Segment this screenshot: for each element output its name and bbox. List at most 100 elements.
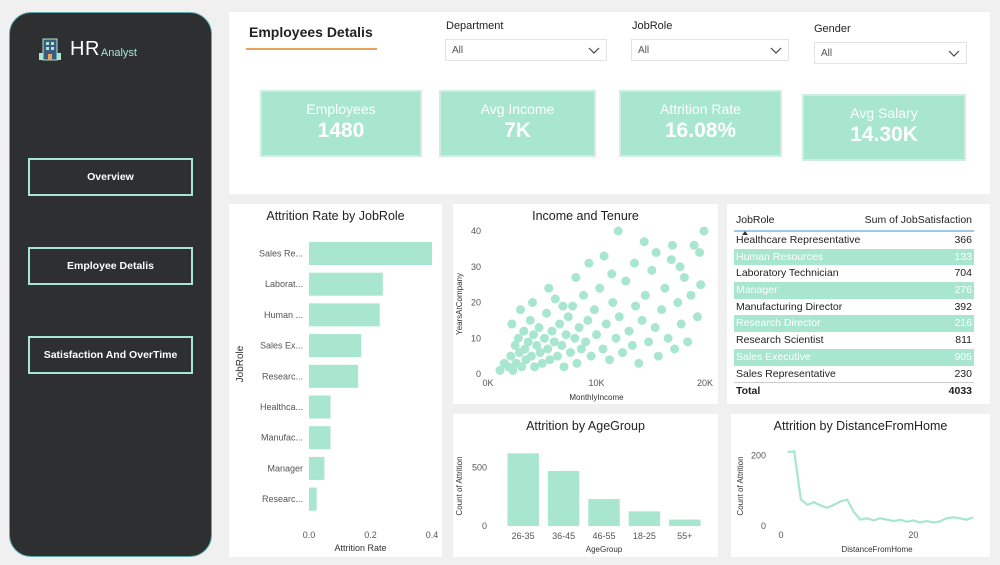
scatter-point bbox=[618, 348, 628, 358]
bar bbox=[309, 487, 317, 511]
jobrole-filter-label: JobRole bbox=[632, 20, 673, 32]
scatter-point bbox=[637, 315, 647, 325]
x-tick-label: 0.2 bbox=[364, 530, 377, 540]
nav-employee-details-button[interactable]: Employee Detalis bbox=[28, 247, 193, 285]
table-cell-value: 704 bbox=[954, 267, 972, 280]
table-cell-value: 276 bbox=[954, 284, 972, 297]
scatter-point bbox=[670, 344, 680, 354]
kpi-value: 14.30K bbox=[850, 123, 918, 146]
scatter-point bbox=[666, 255, 676, 265]
x-tick-label: 26-35 bbox=[512, 531, 535, 541]
table-row[interactable]: Healthcare Representative 366 bbox=[734, 232, 974, 249]
nav-satisfaction-button[interactable]: Satisfaction And OverTime bbox=[28, 336, 193, 374]
table-row[interactable]: Research Scientist 811 bbox=[734, 332, 974, 349]
scatter-point bbox=[570, 333, 580, 343]
x-axis-label: DistanceFromHome bbox=[841, 545, 913, 554]
scatter-point bbox=[660, 283, 670, 293]
scatter-point bbox=[607, 269, 617, 279]
table-row[interactable]: Manufacturing Director 392 bbox=[734, 299, 974, 316]
scatter-point bbox=[552, 351, 562, 361]
scatter-point bbox=[529, 330, 539, 340]
table-row[interactable]: Research Director 216 bbox=[734, 315, 974, 333]
scatter-point bbox=[598, 344, 608, 354]
sort-arrow-icon bbox=[742, 231, 748, 235]
department-select[interactable]: All bbox=[445, 39, 607, 61]
scatter-point bbox=[644, 337, 654, 347]
logo: HR Analyst bbox=[36, 35, 137, 63]
scatter-point bbox=[578, 290, 588, 300]
gender-filter-label: Gender bbox=[814, 23, 851, 35]
x-axis-label: AgeGroup bbox=[586, 545, 623, 554]
scatter-point bbox=[621, 276, 631, 286]
y-axis-label: Count of Attrition bbox=[736, 456, 745, 515]
attrition-jobrole-chart: Sales Re... Laborat... Human ... Sales Ex..… bbox=[235, 242, 439, 553]
table-row[interactable]: Manager 276 bbox=[734, 282, 974, 299]
scatter-point bbox=[561, 330, 571, 340]
x-tick-label: 0.4 bbox=[426, 530, 439, 540]
scatter-point bbox=[525, 315, 535, 325]
x-axis-label: Attrition Rate bbox=[334, 543, 386, 553]
scatter-point bbox=[651, 247, 661, 257]
page-title: Employees Detalis bbox=[249, 24, 373, 40]
gender-select[interactable]: All bbox=[814, 42, 967, 64]
x-tick-label: 0K bbox=[482, 378, 493, 388]
bar bbox=[309, 364, 359, 388]
scatter-point bbox=[545, 355, 555, 365]
kpi-attrition-rate: Attrition Rate 16.08% bbox=[619, 90, 782, 157]
scatter-point bbox=[513, 333, 523, 343]
scatter-point bbox=[599, 251, 609, 261]
x-tick-label: 55+ bbox=[677, 531, 692, 541]
y-tick-label: Sales Re... bbox=[259, 249, 303, 259]
scatter-point bbox=[605, 355, 615, 365]
bar bbox=[669, 519, 701, 526]
x-tick-label: 0 bbox=[778, 530, 783, 540]
table-row[interactable]: Sales Executive 905 bbox=[734, 348, 974, 366]
income-tenure-panel: Income and Tenure 0 10 20 30 40 0K 10K 20K Month… bbox=[453, 204, 718, 404]
scatter-point bbox=[542, 308, 552, 318]
series-line bbox=[787, 450, 974, 524]
gender-select-value: All bbox=[821, 48, 833, 59]
table-header-jobrole[interactable]: JobRole bbox=[736, 214, 775, 226]
scatter-point bbox=[683, 337, 693, 347]
table-cell-value: 216 bbox=[954, 317, 972, 330]
scatter-point bbox=[629, 258, 639, 268]
scatter-point bbox=[679, 272, 689, 282]
jobrole-select[interactable]: All bbox=[631, 39, 789, 61]
scatter-point bbox=[589, 305, 599, 315]
y-tick-label: 500 bbox=[472, 462, 487, 472]
table-cell-value: 366 bbox=[954, 234, 972, 246]
kpi-label: Avg Salary bbox=[850, 105, 918, 121]
table-row[interactable]: Human Resources 133 bbox=[734, 248, 974, 266]
x-axis-label: MonthlyIncome bbox=[569, 393, 624, 402]
table-row[interactable]: Sales Representative 230 bbox=[734, 366, 974, 383]
table-cell-jobrole: Manufacturing Director bbox=[736, 300, 843, 313]
scatter-point bbox=[507, 319, 517, 329]
y-tick-label: Manufac... bbox=[261, 433, 303, 443]
logo-subtext: Analyst bbox=[100, 47, 137, 59]
y-tick-label: 0 bbox=[482, 521, 487, 531]
scatter-point bbox=[530, 362, 540, 372]
scatter-point bbox=[667, 240, 677, 250]
table-row[interactable]: Laboratory Technician 704 bbox=[734, 265, 974, 282]
scatter-point bbox=[574, 323, 584, 333]
scatter-point bbox=[544, 283, 554, 293]
attrition-distance-chart: 0 200 0 20 DistanceFromHome Count of Attritio… bbox=[736, 450, 974, 554]
department-filter-label: Department bbox=[446, 20, 504, 32]
scatter-point bbox=[495, 365, 505, 375]
total-label: Total bbox=[736, 385, 761, 398]
bar bbox=[309, 426, 331, 450]
bar bbox=[309, 242, 432, 265]
scatter-point bbox=[627, 340, 637, 350]
chevron-down-icon bbox=[588, 47, 600, 54]
scatter-point bbox=[506, 351, 516, 361]
header-panel: Employees Detalis Department All JobRole… bbox=[229, 12, 990, 194]
scatter-point bbox=[601, 319, 611, 329]
scatter-point bbox=[527, 298, 537, 307]
table-header-sum[interactable]: Sum of JobSatisfaction bbox=[864, 214, 972, 226]
nav-overview-button[interactable]: Overview bbox=[28, 158, 193, 196]
jobrole-select-value: All bbox=[638, 45, 650, 56]
scatter-point bbox=[559, 362, 569, 372]
scatter-point bbox=[650, 323, 660, 333]
scatter-point bbox=[608, 298, 618, 307]
table-cell-jobrole: Research Director bbox=[736, 317, 821, 330]
